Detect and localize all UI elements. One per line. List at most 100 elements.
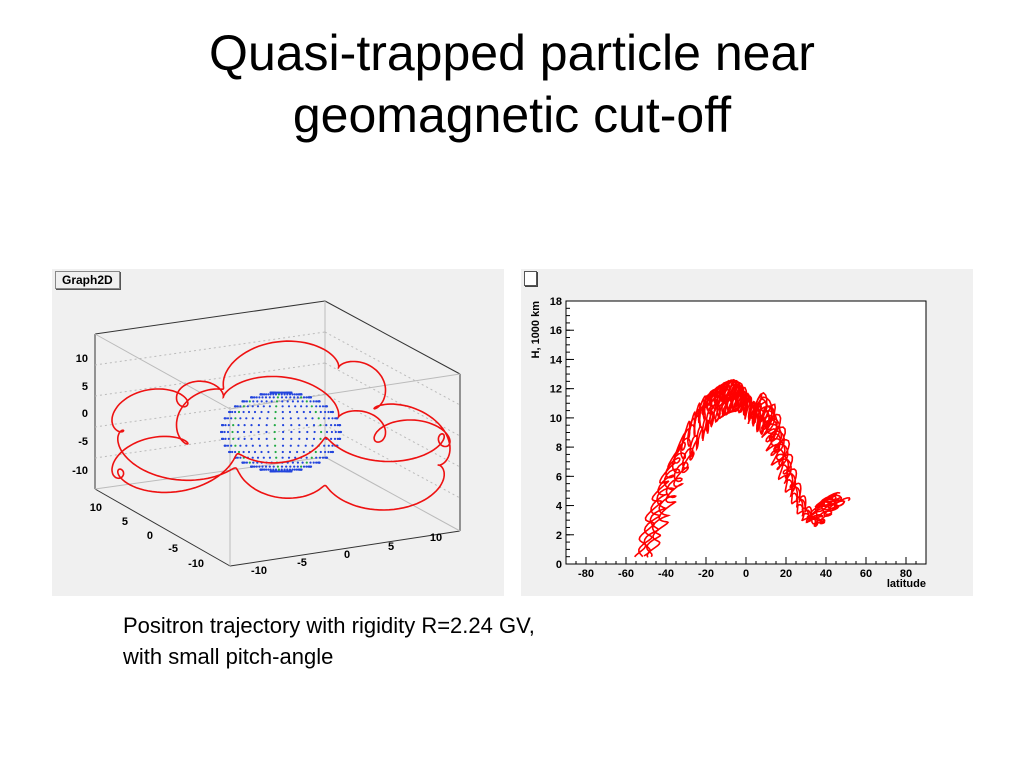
earth-point xyxy=(282,424,285,427)
earth-point xyxy=(296,396,299,399)
earth-point xyxy=(258,444,261,447)
earth-point xyxy=(236,456,239,459)
earth-point xyxy=(255,396,258,399)
earth-point xyxy=(257,424,260,427)
earth-point xyxy=(281,410,284,414)
canvas-corner-box[interactable] xyxy=(524,271,537,286)
earth-point xyxy=(302,410,305,414)
earth-point xyxy=(290,470,293,473)
earth-point xyxy=(327,417,330,420)
earth-point xyxy=(253,410,257,414)
earth-point xyxy=(305,437,308,440)
earth-point xyxy=(276,396,279,399)
earth-point xyxy=(274,417,277,420)
earth-point xyxy=(242,461,245,464)
z-tick-label: -10 xyxy=(72,465,88,477)
earth-point xyxy=(312,400,315,403)
earth-point xyxy=(305,465,308,468)
earth-point xyxy=(260,393,263,396)
earth-point xyxy=(230,417,233,420)
grid-line xyxy=(324,331,461,406)
series-line-pass xyxy=(634,379,838,558)
x-axis-ticks: -80 -60 -40 -20 0 20 40 60 80 xyxy=(565,557,927,580)
y-tick-label: 2 xyxy=(556,530,562,542)
box-edge xyxy=(94,300,326,335)
earth-point xyxy=(302,450,305,454)
earth-point xyxy=(267,468,270,471)
earth-point xyxy=(289,444,292,447)
earth-point xyxy=(337,430,340,434)
3d-box-frame xyxy=(94,300,461,567)
grid-line xyxy=(94,362,326,397)
plot-area xyxy=(565,300,927,565)
earth-point xyxy=(310,405,313,408)
earth-point xyxy=(295,468,298,471)
earth-point xyxy=(293,396,296,399)
y-axis-label: H, 1000 km xyxy=(530,301,542,359)
earth-point xyxy=(290,391,293,394)
earth-point xyxy=(309,465,312,468)
earth-point xyxy=(280,393,283,396)
earth-point xyxy=(315,405,318,408)
earth-point xyxy=(304,417,307,420)
earth-point xyxy=(252,461,255,464)
y-tick-label: 16 xyxy=(550,325,562,337)
earth-point xyxy=(258,417,261,420)
earth-point xyxy=(239,444,242,447)
earth-point xyxy=(309,396,312,399)
earth-point xyxy=(314,410,317,414)
box-edge-front xyxy=(229,373,461,410)
earth-point xyxy=(256,400,259,403)
earth-point xyxy=(257,430,260,434)
earth-point xyxy=(285,396,288,399)
earth-point xyxy=(312,424,316,427)
earth-point xyxy=(242,400,245,403)
earth-point xyxy=(231,450,234,454)
earth-point xyxy=(318,400,321,403)
earth-point xyxy=(248,400,251,403)
earth-point xyxy=(280,465,284,468)
earth-point xyxy=(253,465,256,468)
x-tick-label: 60 xyxy=(860,568,872,580)
earth-point xyxy=(239,417,242,420)
earth-point xyxy=(273,430,276,434)
earth-point xyxy=(301,461,304,464)
earth-point xyxy=(281,444,285,447)
earth-point xyxy=(253,396,256,399)
earth-point xyxy=(325,424,328,427)
earth-point xyxy=(273,437,276,440)
earth-point xyxy=(239,456,242,459)
earth-point xyxy=(282,430,285,434)
earth-point xyxy=(251,456,254,459)
earth-point xyxy=(267,450,270,454)
x-tick-label: 5 xyxy=(388,541,394,553)
grid-line xyxy=(324,393,461,468)
earth-point xyxy=(293,468,296,471)
earth-point xyxy=(275,456,278,459)
graph2d-label[interactable]: Graph2D xyxy=(55,271,120,289)
z-tick-label: -5 xyxy=(78,436,88,448)
earth-point xyxy=(245,417,248,420)
earth-point xyxy=(264,396,268,399)
earth-point xyxy=(296,410,299,414)
earth-point xyxy=(234,444,237,447)
earth-point xyxy=(276,465,279,468)
slide-title: Quasi-trapped particle near geomagnetic … xyxy=(0,22,1024,146)
earth-point xyxy=(243,424,246,427)
title-line-1: Quasi-trapped particle near xyxy=(209,25,815,81)
earth-point xyxy=(286,393,289,396)
earth-point xyxy=(338,424,341,427)
earth-point xyxy=(325,405,328,408)
earth-point xyxy=(282,437,285,440)
x-tick-label: -20 xyxy=(698,568,714,580)
y-tick-label: -10 xyxy=(188,558,204,570)
earth-point xyxy=(281,417,285,420)
earth-point xyxy=(246,405,249,408)
box-edge xyxy=(229,530,461,567)
caption-line-1: Positron trajectory with rigidity R=2.24… xyxy=(123,613,535,638)
z-tick-label: 0 xyxy=(82,408,88,420)
earth-point xyxy=(272,468,275,471)
earth-point xyxy=(265,393,268,396)
earth-point xyxy=(277,468,280,471)
earth-point xyxy=(304,444,307,447)
